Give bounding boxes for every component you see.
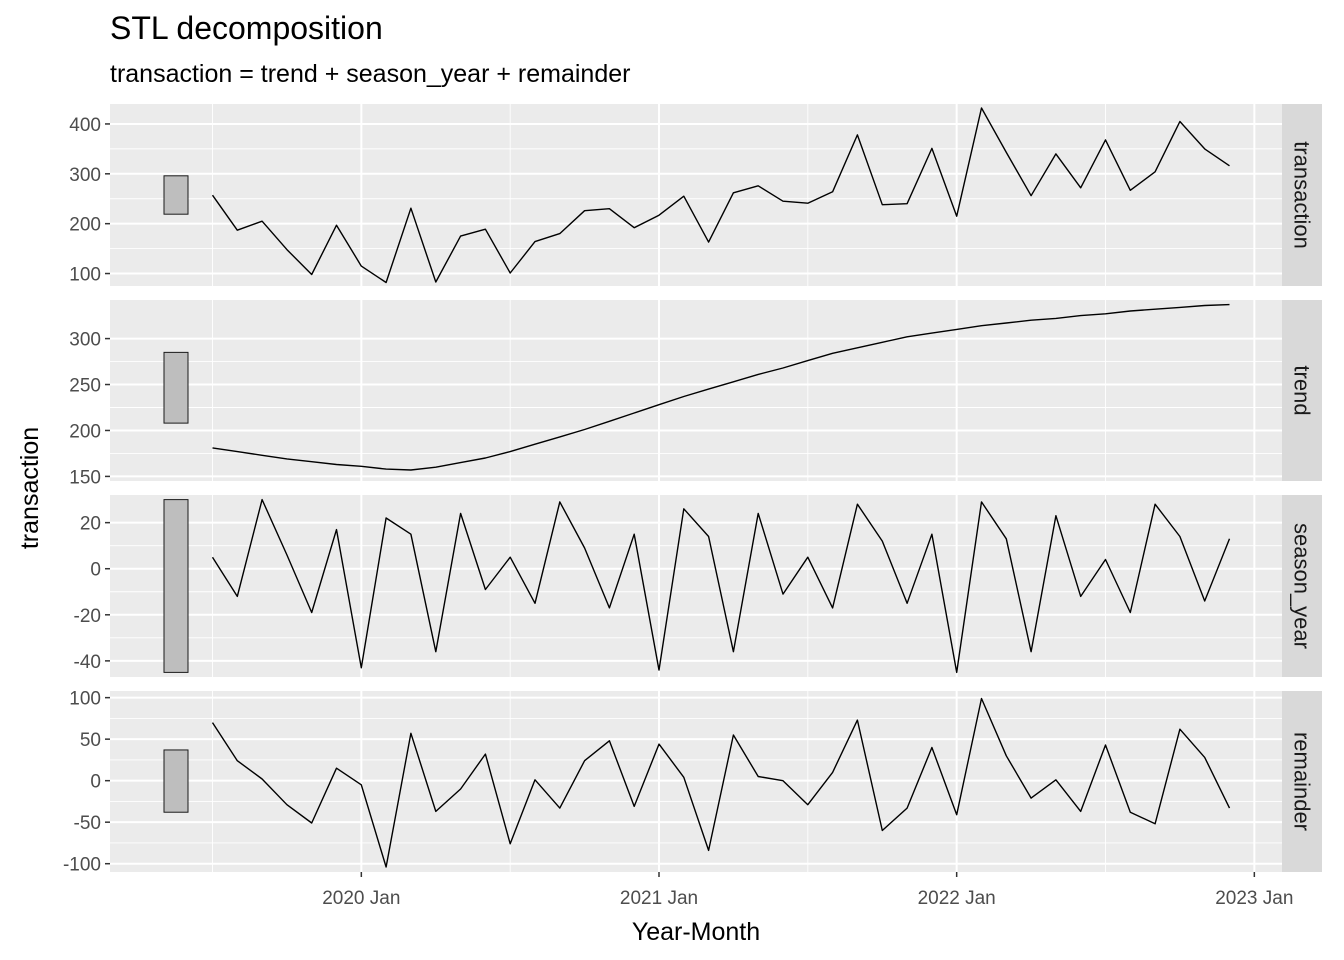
strip-label-trend: trend: [1290, 365, 1315, 415]
strip-background-season_year: [1282, 495, 1322, 677]
panel-background-trend: [110, 300, 1282, 481]
y-tick-label-season_year: 20: [80, 514, 101, 535]
y-tick-label-season_year: -20: [74, 606, 101, 627]
scale-bar-transaction: [163, 175, 189, 215]
x-tick-label: 2020 Jan: [322, 888, 400, 909]
scale-bar-trend: [163, 351, 189, 424]
y-tick-label-season_year: 0: [90, 560, 101, 581]
x-tick-label: 2022 Jan: [918, 888, 996, 909]
panel-background-season_year: [110, 495, 1282, 677]
y-tick-label-season_year: -40: [74, 652, 101, 673]
strip-background-remainder: [1282, 691, 1322, 872]
y-tick-label-trend: 150: [69, 467, 101, 488]
strip-background-transaction: [1282, 104, 1322, 286]
series-line-season_year: [211, 498, 1231, 674]
y-tick-label-trend: 250: [69, 376, 101, 397]
strip-label-transaction: transaction: [1290, 141, 1315, 249]
x-axis-title: Year-Month: [632, 918, 760, 946]
series-line-trend: [212, 303, 1230, 471]
panel-background-transaction: [110, 104, 1282, 286]
chart-subtitle: transaction = trend + season_year + rema…: [110, 60, 631, 88]
scale-bar-season_year: [163, 499, 189, 673]
y-tick-label-trend: 200: [69, 421, 101, 442]
scale-bar-remainder: [163, 749, 189, 813]
chart-title: STL decomposition: [110, 10, 383, 46]
y-tick-label-remainder: -100: [63, 855, 101, 876]
strip-background-trend: [1282, 300, 1322, 481]
y-tick-label-transaction: 300: [69, 165, 101, 186]
x-tick-label: 2023 Jan: [1215, 888, 1293, 909]
y-tick-label-transaction: 100: [69, 265, 101, 286]
x-tick-label: 2021 Jan: [620, 888, 698, 909]
y-tick-label-remainder: 100: [69, 689, 101, 710]
y-tick-label-remainder: 0: [90, 772, 101, 793]
strip-label-remainder: remainder: [1290, 732, 1315, 831]
y-tick-label-transaction: 400: [69, 115, 101, 136]
y-tick-label-remainder: 50: [80, 730, 101, 751]
y-axis-title: transaction: [16, 427, 44, 549]
series-line-remainder: [211, 697, 1231, 868]
y-tick-label-transaction: 200: [69, 215, 101, 236]
y-tick-label-trend: 300: [69, 330, 101, 351]
y-tick-label-remainder: -50: [74, 813, 101, 834]
series-line-transaction: [211, 107, 1230, 284]
strip-label-season_year: season_year: [1290, 523, 1315, 649]
